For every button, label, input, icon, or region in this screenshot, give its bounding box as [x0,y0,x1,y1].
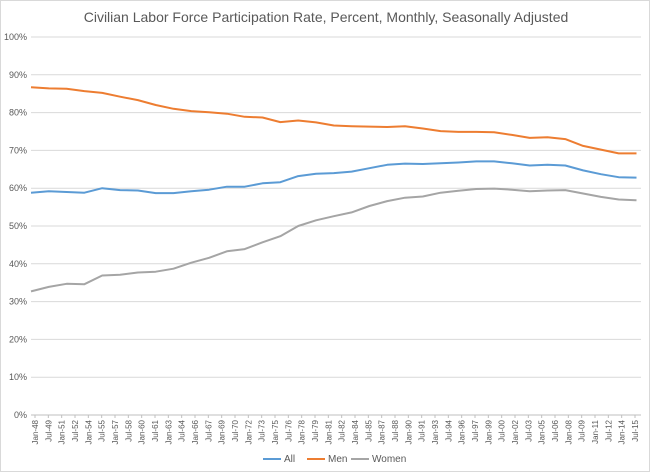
y-tick-label: 100% [4,32,27,42]
y-tick-label: 50% [9,221,27,231]
x-tick-label: Jul-61 [151,419,160,441]
y-axis-ticks: 0% 10% 20% 30% 40% 50% 60% 70% 80% 90% 100% [4,32,27,420]
series-line-women [30,187,637,293]
x-tick-label: Jan-57 [111,419,120,444]
x-tick-label: Jan-48 [31,419,40,444]
x-tick-label: Jul-79 [311,419,320,441]
legend-item-all: All [263,454,295,465]
x-tick-label: Jan-51 [58,419,67,444]
y-tick-label: 10% [9,372,27,382]
x-tick-label: Jul-58 [124,419,133,441]
legend-label: Women [372,454,406,465]
x-tick-label: Jan-84 [351,419,360,444]
y-tick-label: 60% [9,183,27,193]
x-tick-label: Jul-67 [204,419,213,441]
x-tick-label: Jan-90 [404,419,413,444]
legend-item-men: Men [307,454,347,465]
x-tick-label: Jul-12 [604,419,613,441]
x-tick-label: Jan-99 [484,419,493,444]
x-tick-label: Jan-11 [591,419,600,443]
y-tick-label: 80% [9,108,27,118]
y-tick-label: 20% [9,334,27,344]
x-tick-label: Jan-69 [218,419,227,444]
x-tick-label: Jan-72 [244,419,253,444]
x-tick-label: Jul-88 [391,419,400,441]
series-line-men [30,86,637,155]
y-tick-label: 30% [9,297,27,307]
x-tick-label: Jul-85 [364,419,373,441]
x-tick-label: Jul-03 [524,419,533,441]
x-tick-label: Jan-05 [538,419,547,444]
x-tick-label: Jul-70 [231,419,240,441]
legend-label: Men [328,454,347,465]
x-axis-ticks: Jan-48 Jul-49 Jan-51 Jul-52 Jan-54 Jul-55 Jan-… [31,415,640,444]
x-tick-label: Jul-73 [258,419,267,441]
y-tick-label: 40% [9,259,27,269]
x-tick-label: Jan-75 [271,419,280,444]
x-tick-label: Jan-60 [138,419,147,444]
x-tick-label: Jan-08 [564,419,573,444]
x-tick-label: Jan-93 [431,419,440,444]
x-tick-label: Jul-55 [98,419,107,441]
series-line-all [30,160,637,195]
x-tick-label: Jul-09 [578,419,587,441]
y-tick-label: 90% [9,70,27,80]
y-tick-label: 70% [9,145,27,155]
x-tick-label: Jul-97 [471,419,480,441]
series-lines [30,86,637,293]
x-tick-label: Jul-94 [444,419,453,441]
x-tick-label: Jan-63 [164,419,173,444]
x-tick-label: Jul-15 [631,419,640,441]
x-tick-label: Jan-02 [511,419,520,444]
legend-item-women: Women [351,454,406,465]
legend-label: All [284,454,295,465]
x-tick-label: Jul-06 [551,419,560,441]
legend: All Men Women [263,454,406,465]
gridlines [31,36,641,416]
x-tick-label: Jul-64 [178,419,187,441]
x-tick-label: Jan-66 [191,419,200,444]
x-tick-label: Jul-49 [44,419,53,441]
x-tick-label: Jan-14 [618,419,627,444]
x-tick-label: Jul-91 [418,419,427,441]
x-tick-label: Jan-54 [84,419,93,444]
x-tick-label: Jul-52 [71,419,80,441]
y-tick-label: 0% [14,410,27,420]
x-tick-label: Jan-78 [298,419,307,444]
x-tick-label: Jul-82 [338,419,347,441]
x-tick-label: Jan-87 [378,419,387,444]
chart-title: Civilian Labor Force Participation Rate,… [83,9,569,25]
x-tick-label: Jan-96 [458,419,467,444]
x-tick-label: Jan-81 [324,419,333,444]
x-tick-label: Jul-00 [498,419,507,441]
x-tick-label: Jul-76 [284,419,293,441]
